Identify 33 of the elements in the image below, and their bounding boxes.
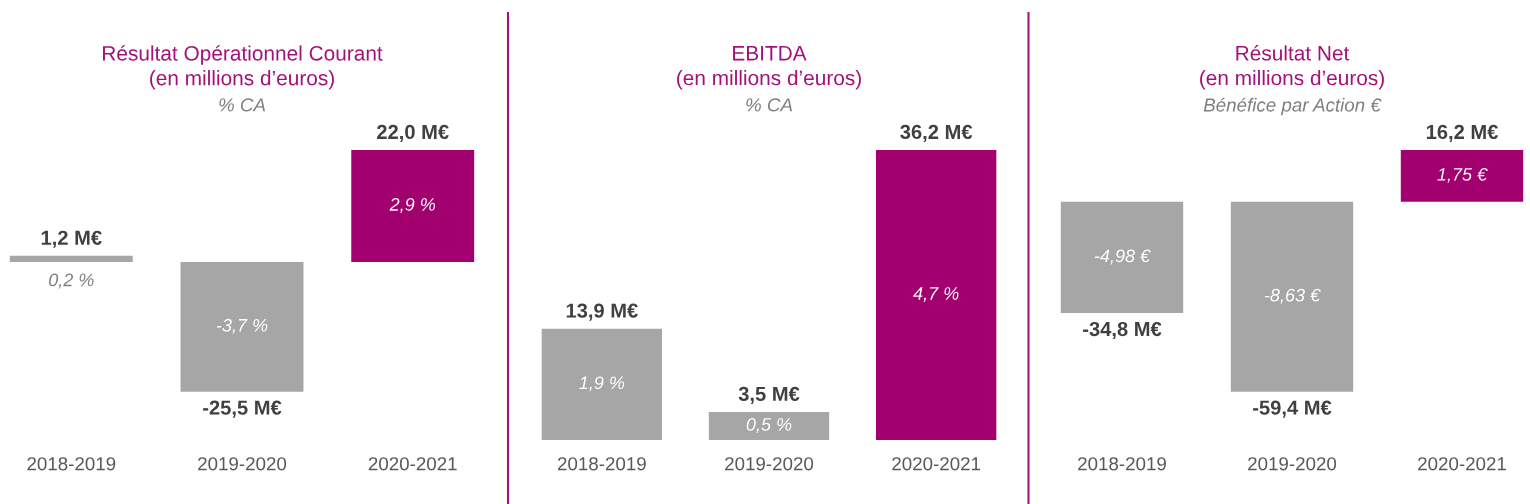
annotation: -4,98 € [1094, 249, 1151, 265]
annotation: -8,63 € [1264, 288, 1321, 304]
chart-title: Résultat Opérationnel Courant (en millions d’euros) [103, 45, 383, 90]
chart-subtitle: % CA [746, 98, 792, 112]
data-label: 16,2 M€ [1426, 124, 1499, 142]
x-tick-label: 2019-2020 [198, 457, 287, 471]
annotation: 0,5 % [746, 418, 792, 433]
data-label: 1,2 M€ [41, 230, 102, 248]
chart-subtitle: Bénéfice par Action € [1203, 97, 1382, 116]
data-label: -59,4 M€ [1253, 400, 1332, 418]
x-tick-label: 2020-2021 [892, 457, 981, 471]
x-tick-label: 2020-2021 [368, 457, 457, 471]
annotation: 2,9 % [389, 198, 436, 213]
chart-title: EBITDA (en millions d’euros) [677, 46, 861, 90]
data-label: 22,0 M€ [377, 124, 449, 142]
data-label: -34,8 M€ [1083, 321, 1162, 340]
chart-title: Résultat Net (en millions d’euros) [1200, 45, 1384, 90]
data-label: 36,2 M€ [900, 124, 973, 142]
annotation: -3,7 % [216, 318, 268, 334]
x-tick-label: 2018-2019 [1078, 457, 1166, 471]
annotation: 0,2 % [48, 273, 94, 289]
annotation: 1,75 € [1437, 167, 1488, 183]
annotation: 1,9 % [579, 376, 625, 392]
x-tick-label: 2020-2021 [1418, 457, 1506, 471]
chart-subtitle: % CA [219, 98, 265, 112]
data-label: -25,5 M€ [203, 400, 282, 418]
x-tick-label: 2018-2019 [557, 457, 646, 471]
data-label: 3,5 M€ [738, 386, 800, 404]
annotation: 4,7 % [913, 287, 959, 302]
data-label: 13,9 M€ [566, 303, 638, 321]
x-tick-label: 2019-2020 [725, 457, 814, 471]
x-tick-label: 2019-2020 [1248, 457, 1337, 471]
x-tick-label: 2018-2019 [27, 457, 116, 471]
